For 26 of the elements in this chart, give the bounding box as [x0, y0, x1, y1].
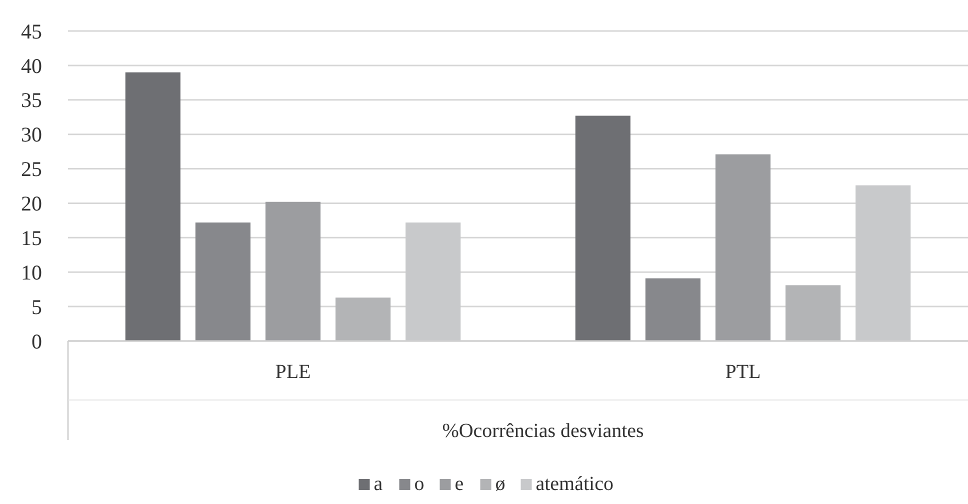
bar: [786, 285, 841, 341]
x-axis-title: %Ocorrências desviantes: [442, 420, 644, 442]
y-tick-label: 40: [21, 54, 42, 78]
legend-label: a: [374, 473, 383, 495]
bar: [645, 278, 700, 341]
y-tick-label: 15: [21, 226, 42, 250]
y-tick-label: 45: [21, 19, 42, 44]
legend-label: atemático: [536, 473, 614, 495]
x-tick-label: PTL: [725, 361, 761, 383]
bar: [125, 72, 180, 341]
y-tick-label: 20: [21, 192, 42, 216]
legend-label: ø: [495, 473, 506, 495]
bar: [195, 222, 250, 341]
bar: [715, 154, 771, 341]
y-tick-label: 5: [32, 294, 42, 319]
y-tick-label: 30: [21, 122, 42, 147]
y-tick-label: 35: [21, 88, 42, 112]
y-tick-label: 0: [32, 329, 42, 354]
y-tick-label: 25: [21, 157, 42, 182]
x-tick-label: PLE: [275, 361, 311, 383]
bar: [575, 116, 630, 341]
bar: [265, 202, 321, 341]
legend-label: e: [454, 473, 464, 495]
bar: [336, 298, 391, 341]
legend-label: o: [414, 473, 424, 495]
y-tick-label: 10: [21, 260, 42, 284]
